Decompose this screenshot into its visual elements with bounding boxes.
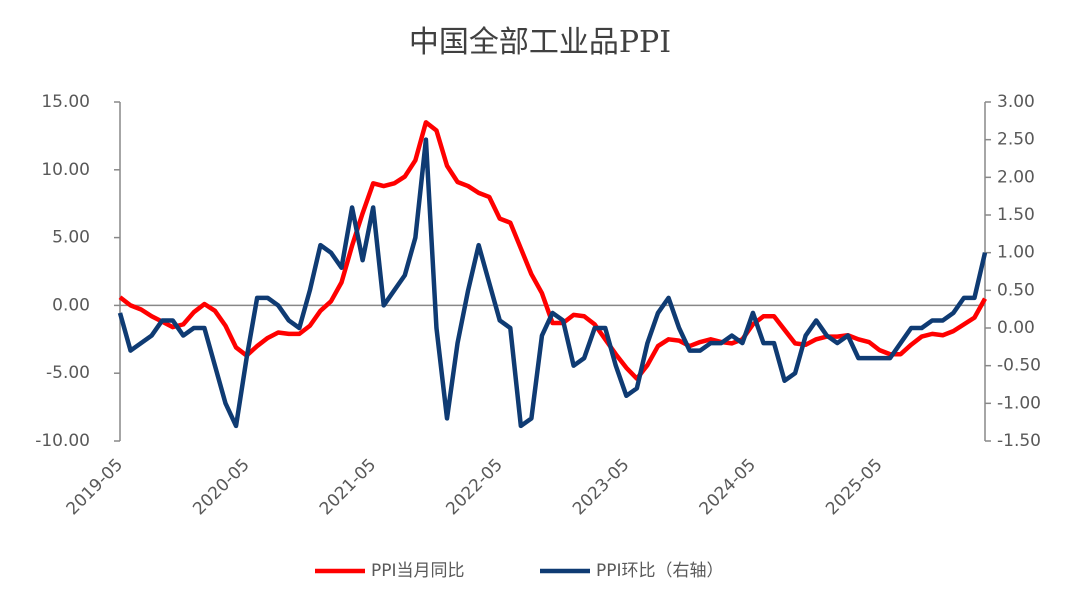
y2-tick-label: 2.50 [997, 130, 1035, 150]
y2-tick-label: 2.00 [997, 167, 1035, 187]
x-tick-label: 2020-05 [189, 455, 253, 519]
y2-tick-label: -1.00 [997, 393, 1041, 413]
y-tick-label: 15.00 [41, 92, 90, 112]
y-tick-label: 5.00 [52, 228, 90, 248]
y2-tick-label: -0.50 [997, 356, 1041, 376]
y-tick-label: 0.00 [52, 295, 90, 315]
x-tick-label: 2023-05 [569, 455, 633, 519]
x-tick-label: 2025-05 [822, 455, 886, 519]
x-tick-label: 2019-05 [63, 455, 127, 519]
y2-tick-label: 0.00 [997, 318, 1035, 338]
y2-tick-label: -1.50 [997, 431, 1041, 451]
y2-tick-label: 0.50 [997, 280, 1035, 300]
series-line [117, 137, 988, 429]
legend-label: PPI环比（右轴） [596, 561, 724, 581]
legend-label: PPI当月同比 [371, 561, 465, 581]
series-line [118, 120, 987, 381]
y2-tick-label: 3.00 [997, 92, 1035, 112]
x-tick-label: 2021-05 [316, 455, 380, 519]
chart-title: 中国全部工业品PPI [409, 25, 671, 60]
y-tick-label: 10.00 [41, 160, 90, 180]
y-tick-label: -5.00 [46, 363, 90, 383]
y2-tick-label: 1.50 [997, 205, 1035, 225]
y-tick-label: -10.00 [35, 431, 90, 451]
y2-tick-label: 1.00 [997, 243, 1035, 263]
x-tick-label: 2022-05 [442, 455, 506, 519]
x-tick-label: 2024-05 [696, 455, 760, 519]
